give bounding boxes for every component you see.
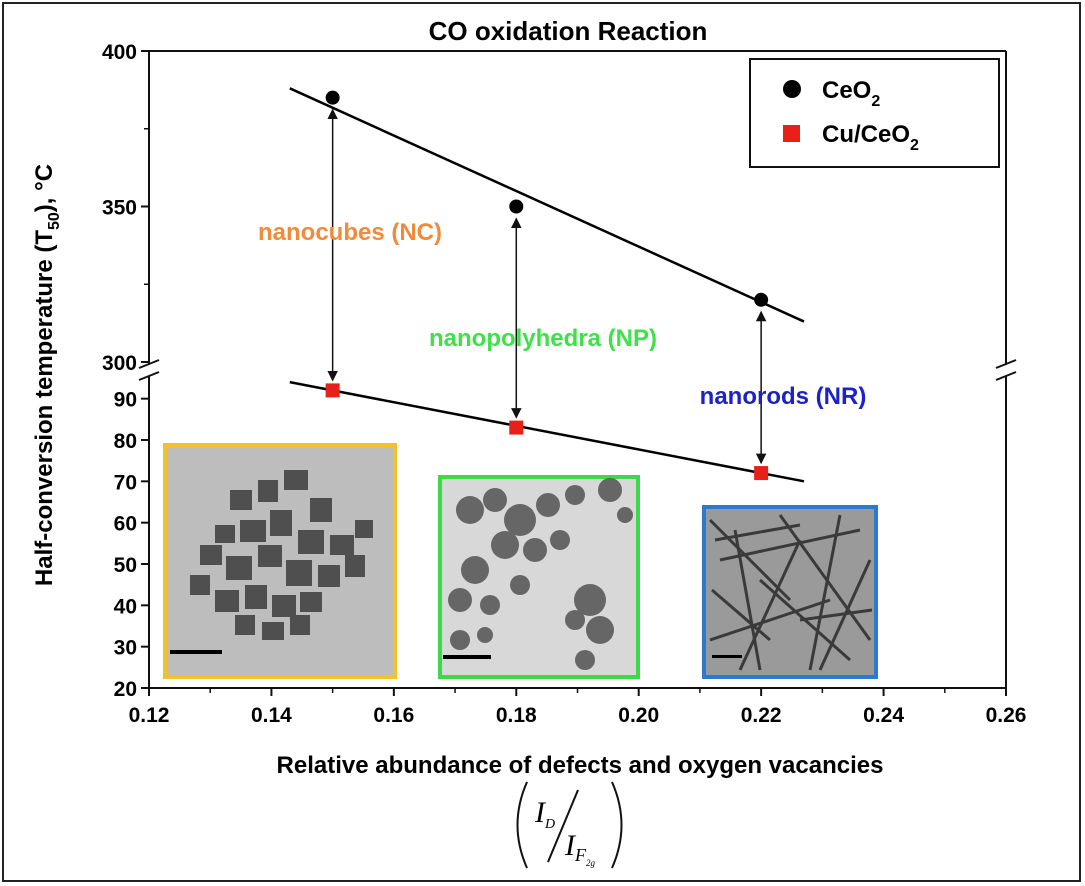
y-tick-label: 300	[102, 352, 137, 375]
legend-label-ceo2: CeO2	[822, 77, 880, 110]
legend-marker-ceo2	[783, 80, 801, 98]
y-axis-title: Half-conversion temperature (T50), °C	[31, 164, 63, 586]
y-tick-label: 350	[102, 197, 137, 220]
y-tick-label: 400	[102, 41, 137, 64]
x-axis-title: Relative abundance of defects and oxygen…	[277, 752, 884, 779]
x-tick-label: 0.12	[129, 704, 170, 727]
cu-ceo2-point	[754, 466, 769, 481]
fit-line-cu-ceo2	[289, 380, 805, 483]
annotation-nanopolyhedra: nanopolyhedra (NP)	[429, 325, 657, 352]
y-tick-label: 60	[114, 513, 137, 536]
y-tick-label: 40	[114, 595, 137, 618]
annotation-nanorods: nanorods (NR)	[700, 383, 867, 410]
x-tick-label: 0.24	[863, 704, 904, 727]
svg-text:IF2g: IF2g	[564, 829, 596, 868]
legend: CeO2 Cu/CeO2	[749, 58, 1000, 168]
x-axis-formula: ID IF2g	[516, 781, 623, 869]
y-tick-label: 70	[114, 471, 137, 494]
legend-label-cu-ceo2: Cu/CeO2	[822, 121, 919, 154]
x-tick-label: 0.22	[741, 704, 782, 727]
ceo2-point	[509, 199, 524, 214]
nanocubes-tem-image	[163, 443, 397, 679]
data-points	[325, 90, 769, 481]
x-tick-label: 0.18	[496, 704, 537, 727]
fit-line-ceo2	[289, 87, 805, 323]
ceo2-point	[325, 90, 340, 105]
x-tick-label: 0.14	[251, 704, 292, 727]
pairing-arrows	[327, 108, 767, 465]
x-tick-label: 0.16	[373, 704, 414, 727]
y-tick-label: 20	[114, 678, 137, 701]
y-tick-label: 90	[114, 389, 137, 412]
y-tick-label: 50	[114, 554, 137, 577]
x-tick-label: 0.20	[618, 704, 659, 727]
nanorods-tem-image	[702, 505, 878, 679]
cu-ceo2-point	[509, 420, 524, 435]
annotation-nanocubes: nanocubes (NC)	[258, 219, 442, 246]
y-tick-label: 80	[114, 430, 137, 453]
svg-text:ID: ID	[534, 796, 555, 832]
fit-lines	[289, 87, 805, 483]
y-tick-label: 30	[114, 637, 137, 660]
tem-insets	[163, 443, 878, 679]
plot-area	[138, 50, 1017, 689]
legend-marker-cu-ceo2	[783, 125, 800, 142]
ceo2-point	[754, 292, 769, 307]
axis-ticks: 0.12 0.14 0.16 0.18 0.20 0.22 0.24 0.26 300 350 40…	[102, 41, 1026, 727]
x-tick-label: 0.26	[986, 704, 1027, 727]
chart-title: CO oxidation Reaction	[429, 16, 708, 46]
nanopolyhedra-tem-image	[438, 475, 640, 679]
cu-ceo2-point	[325, 383, 340, 398]
